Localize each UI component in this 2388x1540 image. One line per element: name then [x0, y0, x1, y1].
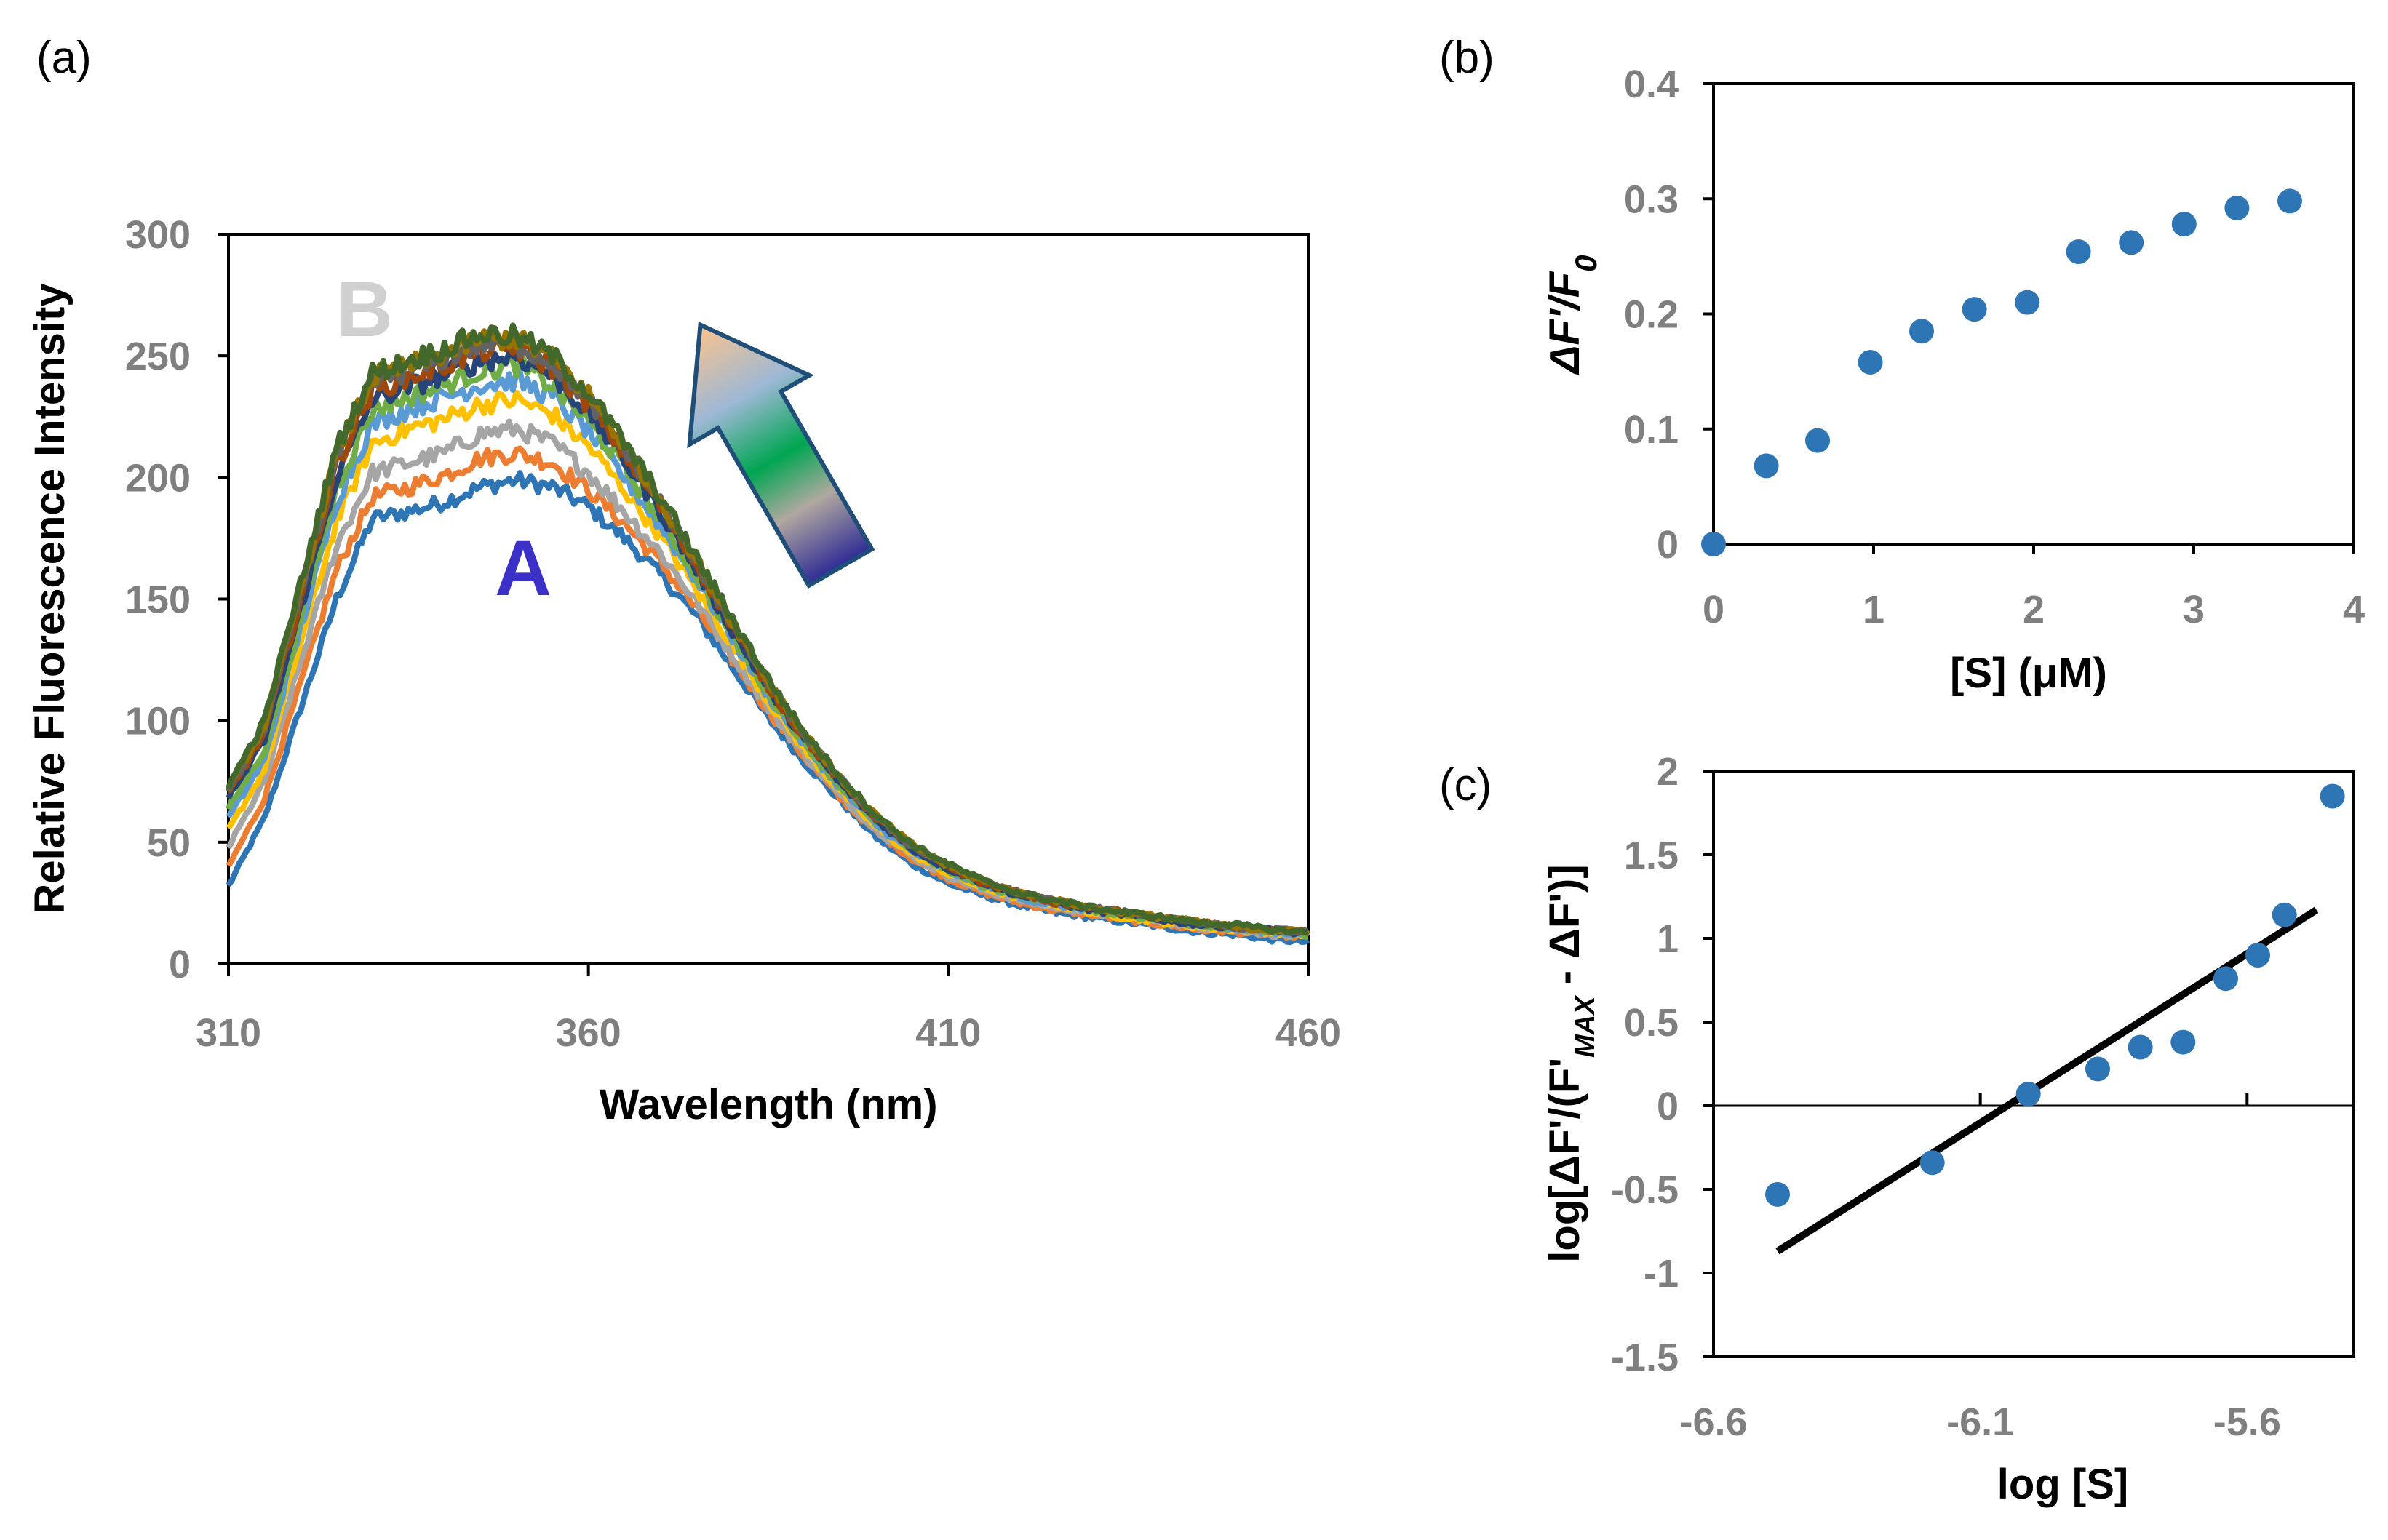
panel-b-data-point: [1805, 428, 1830, 453]
panel-c-plot-area: [1712, 770, 2355, 1358]
panel-a-y-tick-label: 0: [169, 943, 191, 986]
panel-c-data-point: [2085, 1056, 2110, 1082]
panel-c-x-tick-label: -6.1: [1946, 1400, 2014, 1444]
panel-a-ticks: [218, 233, 1310, 976]
panel-a-x-tick-label: 310: [196, 1011, 261, 1055]
panel-b-y-tick-label: 0.2: [1624, 293, 1679, 337]
panel-c-y-axis-subscript: MAX: [1570, 994, 1601, 1058]
spectrum-line-11: [226, 322, 1309, 936]
panel-c-data-point: [2015, 1081, 2041, 1106]
panel-a-spectra-lines: [226, 322, 1311, 946]
panel-b-y-axis-main: ΔF'/F: [1541, 271, 1588, 375]
increase-arrow: [687, 321, 875, 589]
spectrum-label-b: B: [336, 265, 393, 353]
panel-a-y-tick-label: 150: [125, 578, 191, 622]
panel-c-y-tick-label: 2: [1657, 750, 1679, 794]
panel-c-y-tick-label: -1.5: [1611, 1336, 1679, 1379]
panel-b-y-tick-label: 0.4: [1624, 63, 1679, 106]
panel-b-y-tick-label: 0: [1657, 523, 1679, 567]
panel-c-x-tick-labels: -6.6 -6.1 -5.6: [1679, 1400, 2280, 1444]
panel-c-data-points: [1765, 783, 2345, 1207]
panel-c-y-tick-label: -0.5: [1611, 1168, 1679, 1212]
panel-c-y-tick-label: 0.5: [1624, 1001, 1679, 1045]
panel-c-ticks: [1703, 770, 2249, 1358]
panel-b-data-point: [1962, 297, 1987, 322]
panel-a-y-tick-label: 250: [125, 335, 191, 378]
panel-c-x-tick-label: -6.6: [1679, 1400, 1747, 1444]
panel-b-y-axis-title: ΔF'/F0: [1541, 255, 1603, 375]
panel-b-ticks: [1703, 82, 2355, 554]
panel-c-x-tick-label: -5.6: [2213, 1400, 2281, 1444]
panel-a-x-axis-title: Wavelength (nm): [599, 1081, 937, 1128]
panel-b-x-tick-label: 4: [2343, 588, 2365, 631]
panel-b-data-point: [2224, 195, 2250, 220]
panel-b-data-point: [2066, 239, 2091, 265]
panel-c-x-axis-title: log [S]: [1997, 1461, 2128, 1508]
panel-a-y-tick-label: 50: [147, 821, 191, 865]
panel-b-x-axis-title: [S] (μM): [1950, 650, 2107, 697]
panel-c-data-point: [2170, 1029, 2196, 1055]
panel-b-x-tick-label: 2: [2023, 588, 2045, 631]
panel-b-data-point: [1909, 319, 1934, 344]
panel-b-plot-area: [1712, 82, 2355, 546]
panel-b-y-tick-label: 0.3: [1624, 177, 1679, 221]
panel-a-y-tick-label: 300: [125, 213, 191, 257]
panel-b-data-point: [2171, 212, 2197, 237]
panel-c-data-point: [2213, 966, 2238, 992]
panel-a-y-tick-label: 100: [125, 700, 191, 743]
panel-b-x-tick-label: 3: [2183, 588, 2205, 631]
panel-a-y-tick-labels: 0 50 100 150 200 250 300: [125, 213, 191, 986]
panel-a-y-axis-title: Relative Fluorescence Intensity: [26, 283, 73, 914]
panel-b-label: (b): [1439, 33, 1495, 83]
panel-c-fit-line: [1775, 906, 2319, 1255]
panel-a-x-tick-label: 410: [915, 1011, 981, 1055]
panel-a-y-tick-label: 200: [125, 456, 191, 500]
panel-c-y-tick-label: 1: [1657, 917, 1679, 961]
panel-a-x-tick-label: 460: [1275, 1011, 1341, 1055]
panel-a-label: (a): [36, 33, 92, 83]
panel-c-data-point: [1765, 1181, 1790, 1207]
panel-b-data-point: [1858, 349, 1883, 375]
panel-c-data-point: [2320, 783, 2345, 809]
panel-b-y-tick-labels: 0 0.1 0.2 0.3 0.4: [1624, 63, 1679, 567]
panel-a-x-tick-label: 360: [556, 1011, 621, 1055]
panel-b-y-tick-label: 0.1: [1624, 408, 1679, 452]
panel-c-y-axis-prefix: log[ΔF'/(F': [1541, 1058, 1588, 1263]
panel-b-data-point: [2277, 188, 2302, 214]
panel-b-data-point: [1701, 532, 1726, 556]
panel-b-data-point: [1754, 453, 1779, 479]
panel-b-data-point: [2015, 290, 2040, 315]
panel-b-y-axis-subscript: 0: [1569, 255, 1603, 271]
panel-b-x-tick-label: 1: [1863, 588, 1884, 631]
panel-c-data-point: [2272, 902, 2297, 927]
panel-c-data-point: [1919, 1150, 1945, 1176]
panel-c-y-tick-label: 0: [1657, 1085, 1679, 1128]
panel-c-y-axis-suffix: - ΔF')]: [1541, 864, 1588, 996]
panel-c-y-tick-label: -1: [1644, 1252, 1679, 1296]
panel-a-x-tick-labels: 310 360 410 460: [196, 1011, 1341, 1055]
panel-c-hill-plot: (c) -1.5 -1 -0.5 0 0.5 1 1.5 2 -6.6 -6.1 -5.6 log…: [1439, 750, 2355, 1508]
panel-b-x-tick-label: 0: [1703, 588, 1724, 631]
panel-c-data-point: [2128, 1034, 2153, 1060]
spectrum-label-a: A: [495, 524, 552, 612]
panel-c-y-tick-label: 1.5: [1624, 834, 1679, 877]
panel-b-x-tick-labels: 0 1 2 3 4: [1703, 588, 2365, 631]
panel-b-data-points: [1701, 188, 2302, 556]
panel-c-y-tick-labels: -1.5 -1 -0.5 0 0.5 1 1.5 2: [1611, 750, 1679, 1379]
panel-c-data-point: [2245, 943, 2270, 968]
panel-c-label: (c): [1439, 760, 1492, 810]
panel-c-y-axis-title: log[ΔF'/(F'MAX - ΔF')]: [1541, 864, 1601, 1262]
panel-b-data-point: [2119, 230, 2144, 255]
